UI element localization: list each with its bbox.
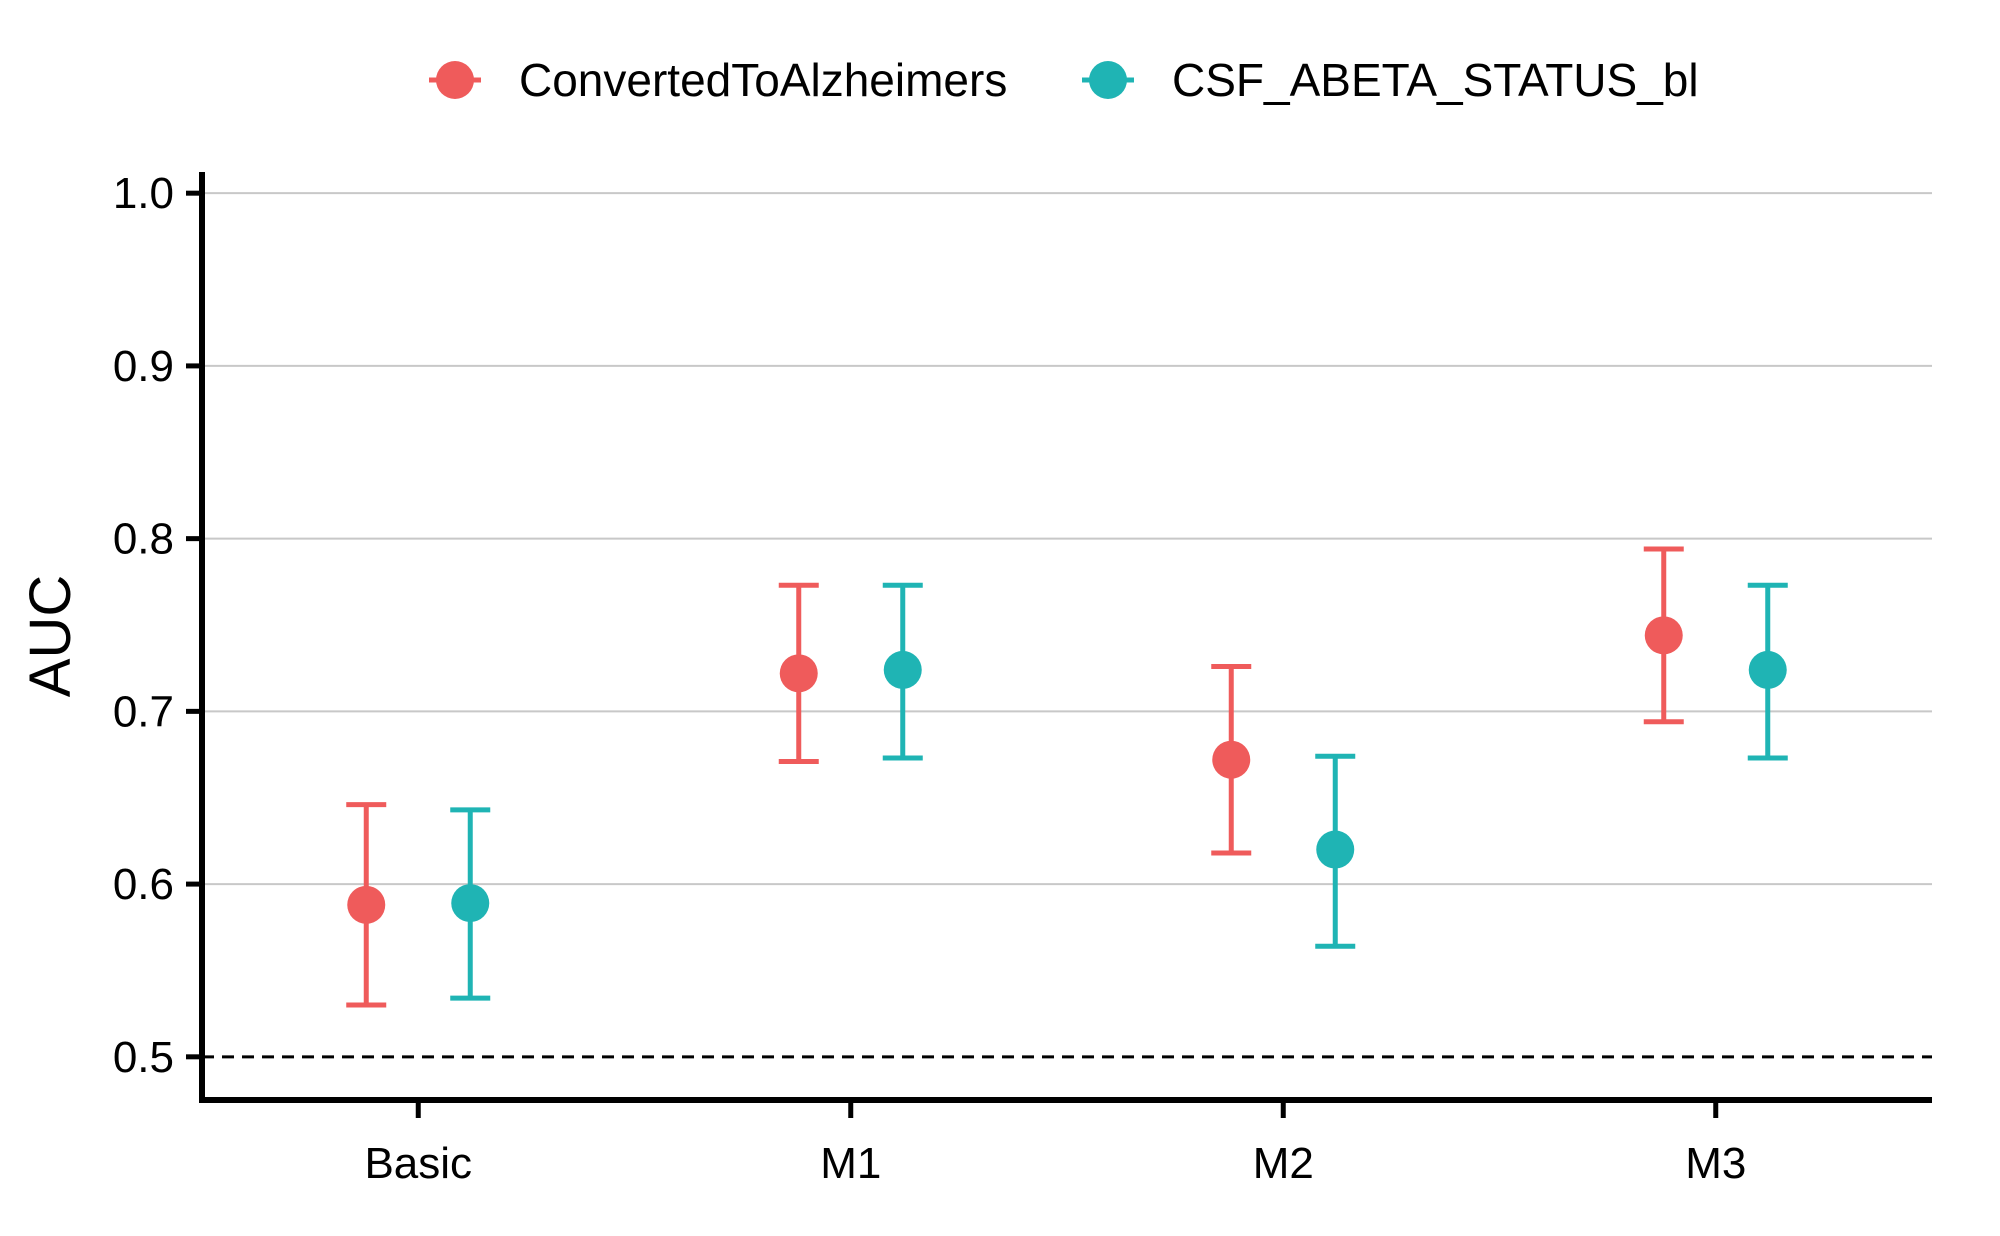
y-tick-label: 0.7 bbox=[113, 687, 174, 736]
data-point bbox=[1316, 830, 1355, 869]
legend-swatch-dot bbox=[436, 61, 474, 99]
x-tick-label: M1 bbox=[820, 1139, 881, 1188]
data-point bbox=[1748, 650, 1787, 689]
data-point bbox=[1212, 740, 1251, 779]
legend-item: ConvertedToAlzheimers bbox=[429, 54, 1007, 106]
x-tick-label: M2 bbox=[1253, 1139, 1314, 1188]
y-axis-title: AUC bbox=[18, 575, 83, 697]
data-point bbox=[347, 885, 386, 924]
legend-swatch-dot bbox=[1089, 61, 1127, 99]
legend: ConvertedToAlzheimers CSF_ABETA_STATUS_bl bbox=[429, 54, 1699, 106]
legend-item: CSF_ABETA_STATUS_bl bbox=[1082, 54, 1699, 106]
legend-label: ConvertedToAlzheimers bbox=[519, 54, 1007, 106]
y-tick-label: 1.0 bbox=[113, 169, 174, 218]
error-bars bbox=[346, 546, 1788, 1008]
data-points bbox=[347, 616, 1787, 924]
data-point bbox=[451, 884, 490, 923]
legend-label: CSF_ABETA_STATUS_bl bbox=[1172, 54, 1699, 106]
y-tick-label: 0.9 bbox=[113, 342, 174, 391]
x-tick-label: M3 bbox=[1685, 1139, 1746, 1188]
grid-lines bbox=[202, 192, 1932, 886]
y-tick-label: 0.5 bbox=[113, 1033, 174, 1082]
y-tick-label: 0.6 bbox=[113, 860, 174, 909]
y-ticks: 0.5 0.6 0.7 0.8 0.9 1.0 bbox=[113, 169, 202, 1082]
x-tick-label: Basic bbox=[364, 1139, 472, 1188]
data-point bbox=[779, 654, 818, 693]
x-ticks: Basic M1 M2 M3 bbox=[364, 1100, 1746, 1188]
data-point bbox=[883, 650, 922, 689]
axes bbox=[199, 172, 1932, 1103]
y-tick-label: 0.8 bbox=[113, 515, 174, 564]
data-point bbox=[1644, 616, 1683, 655]
